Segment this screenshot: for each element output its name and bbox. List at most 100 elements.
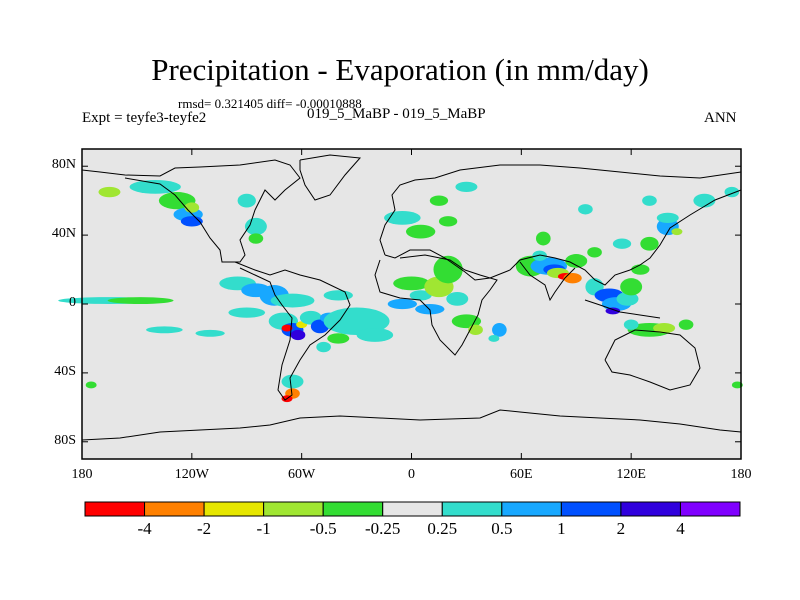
- anomaly-patch: [237, 193, 256, 208]
- anomaly-patch: [492, 322, 507, 337]
- anomaly-patch: [640, 236, 659, 251]
- coastline-north-america: [81, 159, 301, 263]
- anomaly-patch: [327, 333, 350, 344]
- anomaly-patch: [693, 193, 716, 208]
- x-tick-label: 180: [730, 467, 752, 482]
- anomaly-patch: [323, 307, 390, 335]
- coastline-india: [519, 261, 576, 302]
- coastline-south-america: [234, 261, 351, 401]
- colorbar-swatch: [203, 501, 265, 517]
- colorbar-label: 0.5: [491, 519, 513, 538]
- anomaly-patch: [270, 293, 315, 308]
- anomaly-patch: [244, 217, 267, 236]
- y-tick-label: 80N: [51, 157, 76, 173]
- coastline-antarctica: [81, 409, 742, 441]
- anomaly-patch: [446, 291, 469, 306]
- colorbar-label: 0.25: [427, 519, 458, 538]
- anomaly-patch: [731, 381, 743, 389]
- coastlines: [81, 154, 742, 441]
- anomaly-layer: [58, 180, 743, 403]
- colorbar-label: 4: [676, 519, 685, 538]
- colorbar-swatch: [382, 501, 443, 517]
- anomaly-patch: [563, 273, 582, 284]
- stats-label: rmsd= 0.321405 diff= -0.00010888: [178, 96, 362, 111]
- colorbar-label: -0.5: [309, 519, 337, 538]
- colorbar-swatch: [620, 501, 681, 517]
- anomaly-patch: [616, 291, 639, 306]
- anomaly-patch: [605, 307, 621, 315]
- colorbar-swatch: [441, 501, 503, 517]
- anomaly-patch: [488, 335, 500, 342]
- colorbar-label: -4: [137, 519, 152, 538]
- anomaly-patch: [438, 216, 458, 227]
- x-tick-label: 60E: [510, 467, 533, 482]
- colorbar-swatch: [263, 501, 324, 517]
- anomaly-patch: [290, 329, 306, 341]
- anomaly-patch: [631, 264, 650, 275]
- anomaly-patch: [653, 322, 676, 334]
- anomaly-patch: [671, 228, 683, 236]
- anomaly-patch: [532, 250, 547, 261]
- coastline-greenland: [299, 154, 362, 201]
- anomaly-patch: [678, 319, 694, 330]
- anomaly-patch: [387, 298, 417, 310]
- anomaly-patch: [578, 204, 593, 215]
- colorbar-label: 2: [616, 519, 626, 538]
- y-tick-label: 40N: [51, 226, 76, 242]
- anomaly-patch: [612, 238, 632, 249]
- coastline-africa: [374, 254, 498, 356]
- anomaly-patch: [451, 314, 482, 329]
- anomaly-patch: [129, 180, 181, 194]
- anomaly-patch: [107, 297, 174, 304]
- anomaly-patch: [248, 233, 264, 244]
- anomaly-patch: [620, 278, 643, 296]
- coastline-australia: [604, 329, 701, 391]
- experiment-label: Expt = teyfe3-teyfe2: [82, 110, 207, 126]
- anomaly-patch: [281, 374, 304, 389]
- anomaly-patch: [455, 181, 478, 193]
- anomaly-patch: [356, 328, 394, 342]
- anomaly-patch: [228, 307, 266, 318]
- anomaly-patch: [587, 247, 602, 258]
- colorbar: [84, 501, 741, 517]
- coastline-east-asia: [384, 189, 742, 286]
- colorbar-swatch: [679, 501, 741, 517]
- chart-title: Precipitation - Evaporation (in mm/day): [151, 52, 649, 87]
- colorbar-swatch: [501, 501, 562, 517]
- y-tick-label: 0: [69, 295, 76, 310]
- anomaly-patch: [281, 324, 293, 332]
- anomaly-patch: [98, 186, 121, 198]
- season-label: ANN: [704, 110, 737, 126]
- anomaly-patch: [406, 224, 436, 239]
- x-tick-label: 0: [408, 467, 415, 482]
- x-tick-label: 60W: [288, 467, 316, 482]
- colorbar-label: -2: [196, 519, 212, 538]
- anomaly-patch: [384, 211, 421, 225]
- x-tick-label: 120W: [174, 467, 209, 482]
- anomaly-patch: [409, 290, 432, 301]
- anomaly-patch: [429, 195, 449, 206]
- anomaly-patch: [146, 326, 183, 334]
- colorbar-swatch: [144, 501, 205, 517]
- anomaly-patch: [323, 290, 353, 301]
- coastline-indonesia: [584, 299, 661, 319]
- anomaly-patch: [535, 231, 551, 246]
- colorbar-label: 1: [557, 519, 566, 538]
- anomaly-patch: [195, 329, 225, 337]
- axis-ticks: [81, 149, 742, 459]
- colorbar-swatch: [560, 501, 622, 517]
- colorbar-swatch: [322, 501, 384, 517]
- anomaly-patch: [184, 202, 200, 213]
- anomaly-patch: [393, 276, 430, 291]
- colorbar-label: -0.25: [365, 519, 401, 538]
- anomaly-patch: [642, 195, 657, 206]
- coastline-eurasia: [379, 164, 742, 256]
- y-tick-label: 80S: [54, 432, 76, 448]
- anomaly-patch: [316, 341, 331, 353]
- anomaly-patch: [656, 212, 679, 224]
- anomaly-patch: [433, 255, 463, 284]
- x-tick-label: 180: [71, 467, 93, 482]
- period-label: 019_5_MaBP - 019_5_MaBP: [307, 106, 486, 122]
- y-tick-label: 40S: [54, 363, 76, 379]
